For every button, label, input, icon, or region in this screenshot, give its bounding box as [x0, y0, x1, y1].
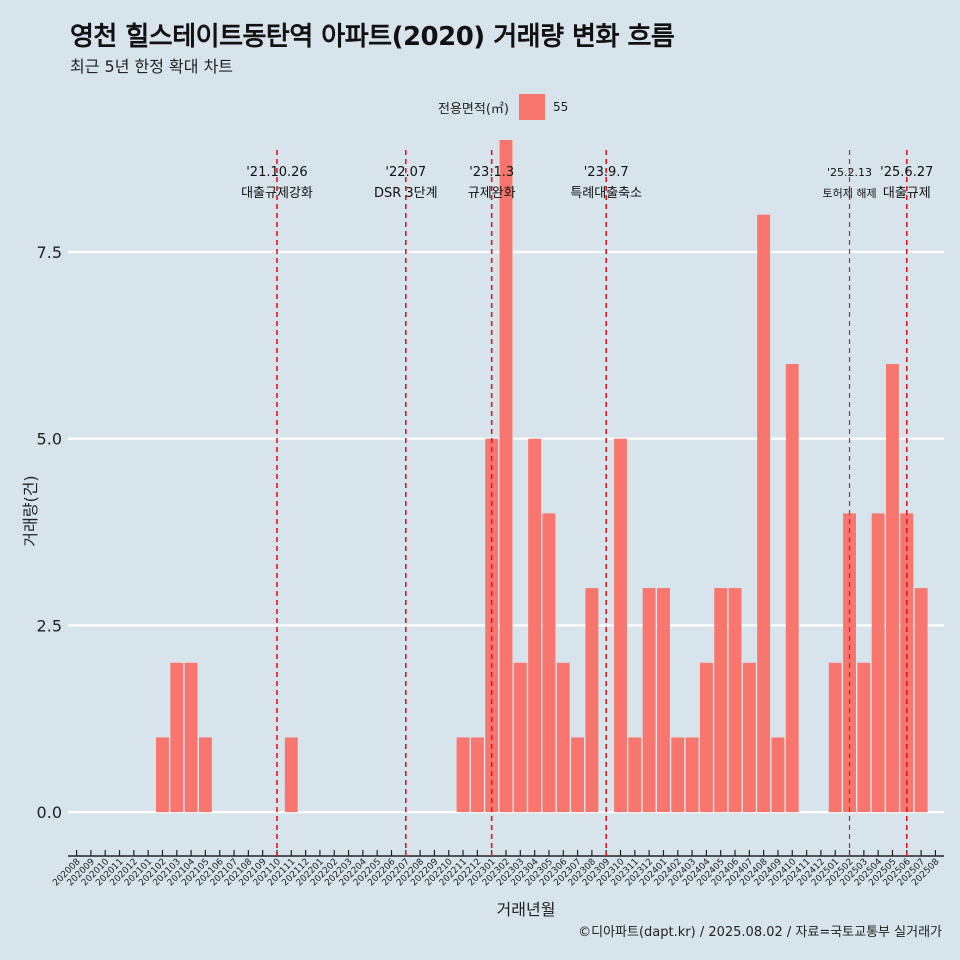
bar — [886, 364, 899, 813]
event-date-label: '23.1.3 — [469, 165, 514, 180]
bar — [585, 588, 599, 813]
y-tick-label: 2.5 — [37, 616, 62, 635]
source-caption: ©디아파트(dapt.kr) / 2025.08.02 / 자료=국토교통부 실… — [578, 925, 942, 940]
bar — [900, 513, 914, 813]
y-axis-title: 거래량(건) — [21, 475, 40, 546]
event-label: 토허제 해제 — [822, 186, 876, 200]
bar — [556, 662, 570, 813]
legend-key-swatch — [518, 94, 545, 120]
bar — [198, 737, 212, 813]
chart-subtitle: 최근 5년 한정 확대 차트 — [70, 57, 234, 76]
chart-title: 영천 힐스테이트동탄역 아파트(2020) 거래량 변화 흐름 — [70, 22, 675, 52]
event-label: DSR 3단계 — [374, 186, 438, 201]
event-label: 특례대출축소 — [570, 186, 642, 201]
bar — [542, 513, 556, 813]
bar — [914, 588, 928, 813]
bar — [843, 513, 856, 813]
bar — [742, 662, 756, 813]
bar — [470, 737, 484, 813]
bar — [499, 140, 513, 813]
bar — [170, 662, 184, 813]
bar — [184, 662, 198, 813]
bar — [857, 662, 871, 813]
bar — [571, 737, 585, 813]
bar — [785, 364, 799, 813]
x-axis-title: 거래년월 — [497, 900, 556, 919]
event-date-label: '25.6.27 — [880, 165, 933, 180]
bar — [628, 737, 642, 813]
bar — [456, 737, 470, 813]
bar — [284, 737, 298, 813]
event-label: 대출규제 — [883, 186, 931, 201]
bar — [714, 588, 728, 813]
y-tick-label: 5.0 — [37, 430, 62, 449]
y-tick-label: 7.5 — [37, 243, 62, 262]
event-date-label: '25.2.13 — [827, 166, 872, 179]
legend-item-label: 55 — [552, 100, 569, 114]
event-date-label: '22.07 — [385, 165, 426, 180]
event-label: 대출규제강화 — [241, 186, 313, 201]
bar — [728, 588, 742, 813]
bar — [685, 737, 699, 813]
bar — [642, 588, 656, 813]
legend: 전용면적(㎡) 55 — [438, 93, 568, 121]
bar — [671, 737, 685, 813]
bar — [485, 438, 499, 813]
y-tick-label: 0.0 — [37, 803, 62, 822]
bar — [771, 737, 785, 813]
bar — [757, 214, 771, 813]
bar — [871, 513, 885, 813]
event-date-label: '21.10.26 — [246, 165, 307, 180]
bar — [513, 662, 527, 813]
bar — [828, 662, 842, 813]
bar — [657, 588, 670, 813]
bar — [614, 438, 627, 813]
legend-title: 전용면적(㎡) — [438, 101, 509, 117]
event-label: 규제완화 — [468, 186, 516, 201]
bar — [528, 438, 542, 813]
event-date-label: '23.9.7 — [584, 165, 629, 180]
bar — [156, 737, 169, 813]
bar — [699, 662, 713, 813]
